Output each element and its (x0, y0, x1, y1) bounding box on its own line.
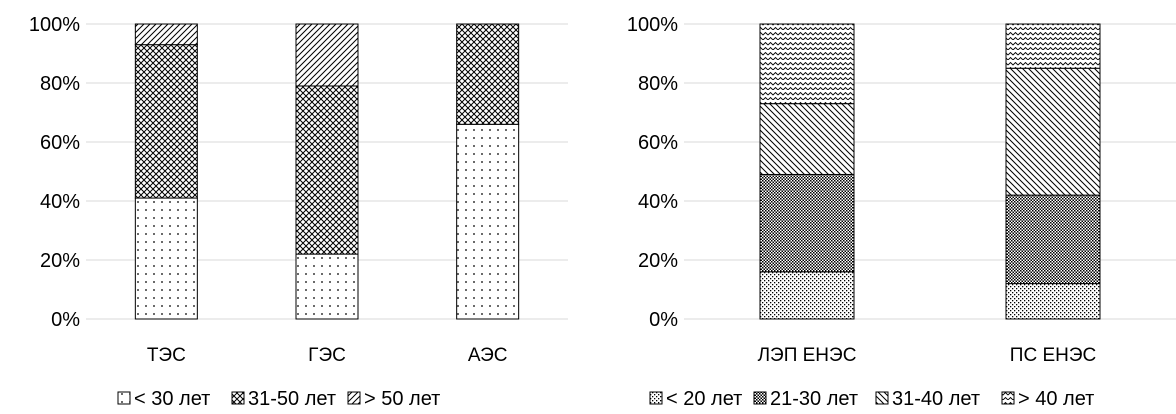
bar-segment-1-1 (295, 85, 359, 255)
bar-segment-1-3 (1005, 23, 1101, 69)
bar-segment-1-2 (1005, 67, 1101, 196)
y-tick-label: 0% (51, 309, 80, 331)
legend-swatch (649, 391, 663, 405)
bar-segment-0-1 (134, 44, 198, 199)
legend-label: > 50 лет (364, 388, 440, 410)
bar-segment-0-0 (134, 197, 198, 320)
y-tick-label: 80% (638, 73, 678, 95)
bar-segment-0-2 (759, 103, 855, 175)
y-tick-label: 100% (627, 14, 678, 36)
legend-swatch (231, 391, 245, 405)
legend-swatch (1001, 391, 1015, 405)
bar-segment-1-0 (295, 253, 359, 320)
chart-age-generation: 0% 20% 40% 60% 80% 100% ТЭС ГЭС АЭС < 30 лет 31-50… (29, 14, 568, 410)
x-category-label: ЛЭП ЕНЭС (758, 345, 857, 366)
x-category-label: АЭС (468, 345, 508, 366)
legend-label: > 40 лет (1018, 388, 1094, 410)
x-category-label: ТЭС (147, 345, 186, 366)
y-tick-label: 20% (40, 250, 80, 272)
bar-segment-0-0 (759, 271, 855, 320)
legend-label: 21-30 лет (770, 388, 858, 410)
y-tick-label: 20% (638, 250, 678, 272)
y-tick-label: 60% (40, 132, 80, 154)
y-tick-label: 60% (638, 132, 678, 154)
bar-segment-2-1 (456, 23, 520, 125)
bar-segment-0-1 (759, 173, 855, 273)
chart-age-grid: 0% 20% 40% 60% 80% 100% ЛЭП ЕНЭС ПС ЕНЭС < 20 ле… (627, 14, 1176, 410)
x-category-label: ГЭС (308, 345, 346, 366)
y-tick-label: 100% (29, 14, 80, 36)
legend-swatch (117, 391, 131, 405)
legend-swatch (875, 391, 889, 405)
bar-segment-1-2 (295, 23, 359, 87)
legend-label: 31-50 лет (248, 388, 336, 410)
bar-segment-0-2 (134, 23, 198, 46)
bar-segment-1-0 (1005, 283, 1101, 320)
bar-segment-2-0 (456, 123, 520, 320)
y-tick-label: 40% (40, 191, 80, 213)
legend-swatch (347, 391, 361, 405)
y-tick-label: 80% (40, 73, 80, 95)
y-tick-label: 0% (649, 309, 678, 331)
bar-segment-1-1 (1005, 194, 1101, 285)
legend-label: 31-40 лет (892, 388, 980, 410)
bar-segment-0-3 (759, 23, 855, 105)
x-category-label: ПС ЕНЭС (1010, 345, 1096, 366)
legend-swatch (753, 391, 767, 405)
y-tick-label: 40% (638, 191, 678, 213)
legend-label: < 30 лет (134, 388, 210, 410)
legend-label: < 20 лет (666, 388, 742, 410)
